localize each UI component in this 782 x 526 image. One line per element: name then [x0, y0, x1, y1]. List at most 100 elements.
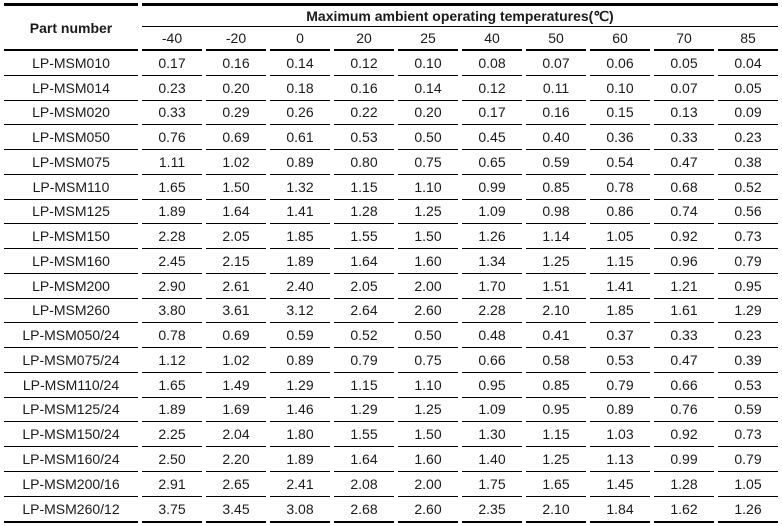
table-row: LP-MSM260 3.80 3.61 3.12 2.64 2.60 2.28 2.10 1.8…: [4, 299, 778, 324]
table-row: LP-MSM150 2.28 2.05 1.85 1.55 1.50 1.26 1.14 1.0…: [4, 224, 778, 249]
value-cell: 0.10: [398, 51, 458, 76]
value-cell: 1.65: [142, 373, 202, 398]
part-number-cell: LP-MSM150/24: [4, 422, 138, 447]
value-cell: 3.45: [206, 497, 266, 523]
value-cell: 0.15: [590, 101, 650, 126]
table-header: Part number Maximum ambient operating te…: [4, 3, 778, 51]
value-cell: 0.75: [398, 348, 458, 373]
table-row: LP-MSM014 0.23 0.20 0.18 0.16 0.14 0.12 0.11 0.1…: [4, 76, 778, 101]
value-cell: 0.92: [654, 422, 714, 447]
table-row: LP-MSM110/24 1.65 1.49 1.29 1.15 1.10 0.95 0.85…: [4, 373, 778, 398]
table-row: LP-MSM160 2.45 2.15 1.89 1.64 1.60 1.34 1.25 1.1…: [4, 249, 778, 274]
value-cell: 0.16: [334, 76, 394, 101]
value-cell: 0.33: [142, 101, 202, 126]
value-cell: 2.45: [142, 249, 202, 274]
table-row: LP-MSM010 0.17 0.16 0.14 0.12 0.10 0.08 0.07 0.0…: [4, 51, 778, 76]
value-cell: 0.61: [270, 125, 330, 150]
temp-column-header: 40: [462, 27, 522, 51]
value-cell: 0.36: [590, 125, 650, 150]
part-number-cell: LP-MSM050: [4, 125, 138, 150]
value-cell: 1.89: [270, 447, 330, 472]
value-cell: 2.04: [206, 422, 266, 447]
temp-column-header: -20: [206, 27, 266, 51]
value-cell: 0.56: [718, 200, 778, 225]
value-cell: 2.00: [398, 472, 458, 497]
value-cell: 0.39: [718, 348, 778, 373]
value-cell: 1.75: [462, 472, 522, 497]
part-number-cell: LP-MSM050/24: [4, 323, 138, 348]
value-cell: 0.98: [526, 200, 586, 225]
part-number-cell: LP-MSM200/16: [4, 472, 138, 497]
value-cell: 0.41: [526, 323, 586, 348]
value-cell: 2.00: [398, 274, 458, 299]
value-cell: 1.15: [334, 373, 394, 398]
value-cell: 0.12: [334, 51, 394, 76]
temp-column-header: 25: [398, 27, 458, 51]
value-cell: 0.07: [654, 76, 714, 101]
table-row: LP-MSM050 0.76 0.69 0.61 0.53 0.50 0.45 0.40 0.3…: [4, 125, 778, 150]
value-cell: 1.09: [462, 398, 522, 423]
value-cell: 0.59: [718, 398, 778, 423]
value-cell: 0.95: [718, 274, 778, 299]
value-cell: 1.12: [142, 348, 202, 373]
value-cell: 1.25: [526, 447, 586, 472]
value-cell: 3.08: [270, 497, 330, 523]
temp-column-header: 50: [526, 27, 586, 51]
part-number-cell: LP-MSM125/24: [4, 398, 138, 423]
temp-column-header: -40: [142, 27, 202, 51]
value-cell: 1.02: [206, 348, 266, 373]
value-cell: 0.86: [590, 200, 650, 225]
value-cell: 0.38: [718, 150, 778, 175]
value-cell: 0.17: [462, 101, 522, 126]
value-cell: 1.28: [334, 200, 394, 225]
value-cell: 2.20: [206, 447, 266, 472]
value-cell: 1.45: [590, 472, 650, 497]
value-cell: 1.14: [526, 224, 586, 249]
value-cell: 0.05: [718, 76, 778, 101]
part-number-cell: LP-MSM200: [4, 274, 138, 299]
part-number-cell: LP-MSM125: [4, 200, 138, 225]
value-cell: 2.68: [334, 497, 394, 523]
temp-column-header: 85: [718, 27, 778, 51]
value-cell: 1.15: [334, 175, 394, 200]
value-cell: 1.65: [526, 472, 586, 497]
value-cell: 1.85: [590, 299, 650, 324]
value-cell: 0.96: [654, 249, 714, 274]
value-cell: 1.49: [206, 373, 266, 398]
value-cell: 1.29: [334, 398, 394, 423]
value-cell: 2.65: [206, 472, 266, 497]
value-cell: 0.78: [142, 323, 202, 348]
value-cell: 0.52: [718, 175, 778, 200]
value-cell: 0.08: [462, 51, 522, 76]
part-number-cell: LP-MSM260/12: [4, 497, 138, 523]
value-cell: 0.11: [526, 76, 586, 101]
value-cell: 1.55: [334, 224, 394, 249]
value-cell: 0.79: [334, 348, 394, 373]
table-row: LP-MSM160/24 2.50 2.20 1.89 1.64 1.60 1.40 1.25…: [4, 447, 778, 472]
value-cell: 1.51: [526, 274, 586, 299]
value-cell: 0.16: [526, 101, 586, 126]
value-cell: 0.69: [206, 125, 266, 150]
table-row: LP-MSM150/24 2.25 2.04 1.80 1.55 1.50 1.30 1.15…: [4, 422, 778, 447]
value-cell: 2.60: [398, 299, 458, 324]
value-cell: 0.16: [206, 51, 266, 76]
value-cell: 2.15: [206, 249, 266, 274]
value-cell: 0.92: [654, 224, 714, 249]
title-row: Part number Maximum ambient operating te…: [4, 3, 778, 51]
value-cell: 0.79: [718, 249, 778, 274]
value-cell: 1.10: [398, 175, 458, 200]
value-cell: 0.80: [334, 150, 394, 175]
table-title: Maximum ambient operating temperatures(℃…: [142, 3, 778, 27]
value-cell: 2.50: [142, 447, 202, 472]
value-cell: 1.09: [462, 200, 522, 225]
value-cell: 0.73: [718, 422, 778, 447]
value-cell: 0.09: [718, 101, 778, 126]
temp-column-header: 60: [590, 27, 650, 51]
value-cell: 2.10: [526, 497, 586, 523]
part-number-cell: LP-MSM160/24: [4, 447, 138, 472]
value-cell: 0.95: [526, 398, 586, 423]
value-cell: 0.53: [590, 348, 650, 373]
table-row: LP-MSM075 1.11 1.02 0.89 0.80 0.75 0.65 0.59 0.5…: [4, 150, 778, 175]
value-cell: 2.08: [334, 472, 394, 497]
value-cell: 0.14: [398, 76, 458, 101]
